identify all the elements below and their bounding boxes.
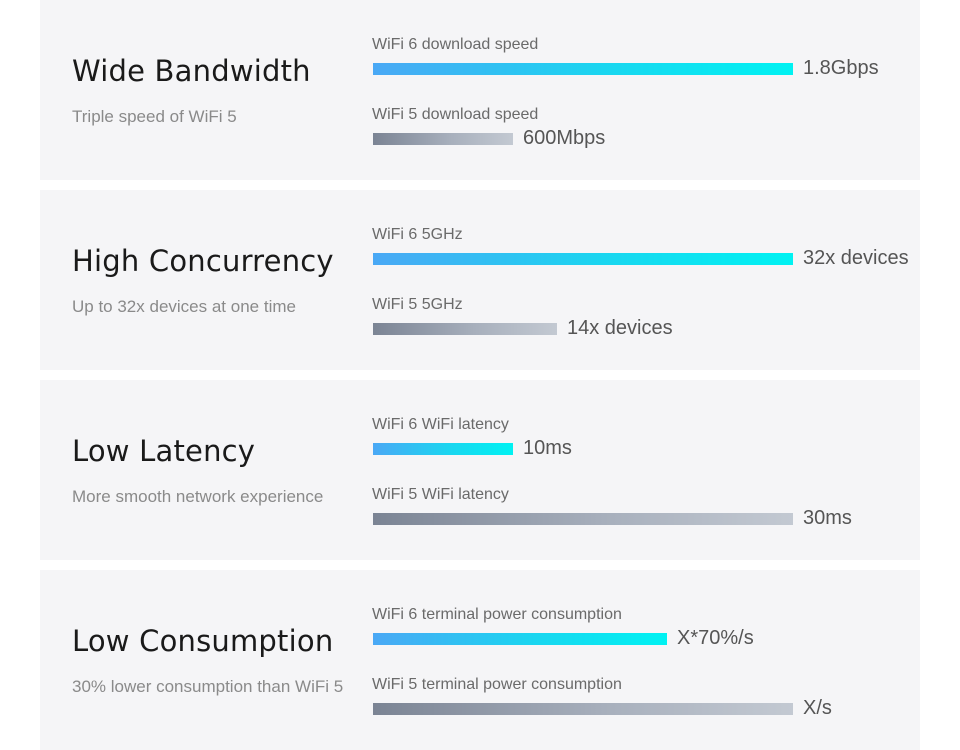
metric-label-wifi6: WiFi 6 WiFi latency [372, 416, 509, 433]
metric-label-wifi6: WiFi 6 download speed [372, 36, 539, 53]
feature-subtitle: Up to 32x devices at one time [72, 297, 296, 316]
feature-subtitle: More smooth network experience [72, 487, 324, 506]
metric-value-wifi5: 14x devices [567, 317, 673, 339]
feature-title: High Concurrency [72, 244, 334, 278]
feature-card-high-concurrency: High Concurrency Up to 32x devices at on… [40, 190, 920, 370]
metric-value-wifi6: 32x devices [803, 247, 909, 269]
metric-value-wifi5: X/s [803, 697, 832, 719]
metric-bar-wifi6 [373, 443, 513, 455]
metric-label-wifi6: WiFi 6 terminal power consumption [372, 606, 622, 623]
metric-label-wifi6: WiFi 6 5GHz [372, 226, 463, 243]
feature-title: Low Latency [72, 434, 256, 468]
metric-label-wifi5: WiFi 5 download speed [372, 106, 539, 123]
metric-label-wifi5: WiFi 5 terminal power consumption [372, 676, 622, 693]
metric-value-wifi5: 30ms [803, 507, 852, 529]
feature-card-low-consumption: Low Consumption 30% lower consumption th… [40, 570, 920, 750]
metric-value-wifi6: 10ms [523, 437, 572, 459]
metric-value-wifi6: 1.8Gbps [803, 57, 879, 79]
metric-bar-wifi6 [373, 633, 667, 645]
metric-value-wifi5: 600Mbps [523, 127, 606, 149]
metric-label-wifi5: WiFi 5 5GHz [372, 296, 463, 313]
metric-label-wifi5: WiFi 5 WiFi latency [372, 486, 509, 503]
metric-bar-wifi6 [373, 63, 793, 75]
metric-value-wifi6: X*70%/s [677, 627, 754, 649]
feature-title: Wide Bandwidth [72, 54, 311, 88]
metric-bar-wifi5 [373, 323, 557, 335]
metric-bar-wifi6 [373, 253, 793, 265]
feature-card-wide-bandwidth: Wide Bandwidth Triple speed of WiFi 5 Wi… [40, 0, 920, 180]
metric-bar-wifi5 [373, 133, 513, 145]
feature-card-low-latency: Low Latency More smooth network experien… [40, 380, 920, 560]
metric-bar-wifi5 [373, 513, 793, 525]
metric-bar-wifi5 [373, 703, 793, 715]
feature-subtitle: Triple speed of WiFi 5 [72, 107, 237, 126]
feature-subtitle: 30% lower consumption than WiFi 5 [72, 677, 344, 696]
feature-title: Low Consumption [72, 624, 334, 658]
